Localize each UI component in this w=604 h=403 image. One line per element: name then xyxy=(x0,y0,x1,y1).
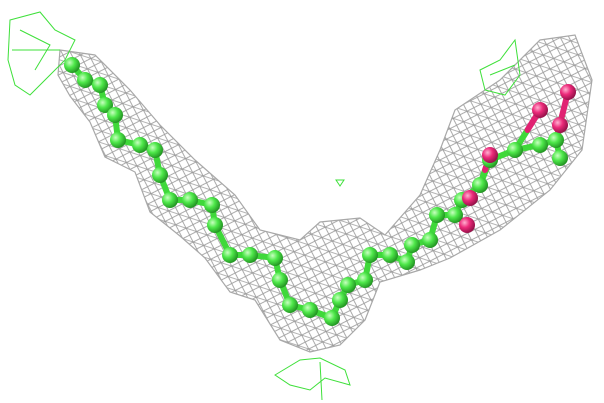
carbon-atom xyxy=(64,57,80,73)
carbon-atom xyxy=(507,142,523,158)
carbon-atom xyxy=(107,107,123,123)
carbon-atom xyxy=(182,192,198,208)
oxygen-atom xyxy=(482,147,498,163)
mesh-fragment xyxy=(335,179,345,187)
carbon-atom xyxy=(324,310,340,326)
carbon-atom xyxy=(207,217,223,233)
carbon-atom xyxy=(147,142,163,158)
carbon-atom xyxy=(302,302,318,318)
density-mesh xyxy=(57,34,593,353)
carbon-atom xyxy=(332,292,348,308)
carbon-atom xyxy=(77,72,93,88)
carbon-atom xyxy=(204,197,220,213)
carbon-atom xyxy=(162,192,178,208)
carbon-atom xyxy=(267,250,283,266)
carbon-atom xyxy=(472,177,488,193)
carbon-atom xyxy=(404,237,420,253)
carbon-atom xyxy=(362,247,378,263)
carbon-atom xyxy=(282,297,298,313)
carbon-atom xyxy=(152,167,168,183)
carbon-atom xyxy=(552,150,568,166)
carbon-atom xyxy=(382,247,398,263)
carbon-atom xyxy=(429,207,445,223)
carbon-atom xyxy=(447,207,463,223)
oxygen-atom xyxy=(459,217,475,233)
carbon-atom xyxy=(272,272,288,288)
carbon-atom xyxy=(548,132,564,148)
carbon-atom xyxy=(242,247,258,263)
carbon-atom xyxy=(92,77,108,93)
mesh-fragment xyxy=(274,357,351,401)
carbon-atom xyxy=(340,277,356,293)
atoms xyxy=(64,57,576,326)
mesh-fragment xyxy=(479,38,521,96)
carbon-atom xyxy=(357,272,373,288)
carbon-atom xyxy=(222,247,238,263)
green-mesh-fragments xyxy=(7,11,521,401)
carbon-atom xyxy=(532,137,548,153)
mesh-fragment xyxy=(7,11,76,96)
carbon-atom xyxy=(132,137,148,153)
oxygen-atom xyxy=(560,84,576,100)
oxygen-atom xyxy=(462,190,478,206)
carbon-atom xyxy=(110,132,126,148)
carbon-atom xyxy=(422,232,438,248)
oxygen-atom xyxy=(532,102,548,118)
carbon-atom xyxy=(97,97,113,113)
oxygen-atom xyxy=(552,117,568,133)
carbon-atom xyxy=(399,254,415,270)
